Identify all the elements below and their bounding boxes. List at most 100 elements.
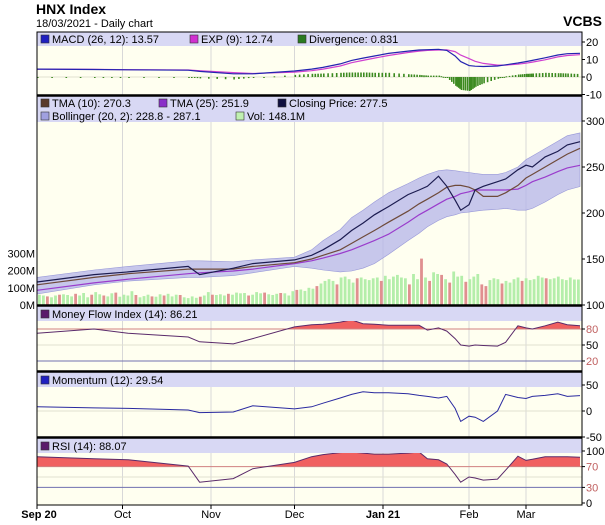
divergence-bar [191, 77, 193, 78]
volume-bar [227, 293, 230, 305]
divergence-bar [343, 72, 345, 77]
volume-bar [496, 279, 500, 305]
divergence-bar [438, 75, 441, 77]
volume-bar [166, 293, 170, 305]
divergence-bar [311, 73, 314, 77]
volume-bar [50, 297, 53, 305]
volume-bar [311, 288, 315, 305]
divergence-bar [526, 73, 528, 77]
volume-bar [94, 292, 98, 305]
volume-bar [420, 258, 423, 305]
divergence-bar [508, 75, 511, 77]
momentum-swatch [40, 375, 50, 385]
divergence-bar [416, 74, 418, 77]
chart-marks [36, 48, 582, 488]
divergence-bar [143, 77, 145, 78]
volume-bar [154, 296, 158, 305]
volume-bar [271, 295, 275, 305]
divergence-bar [490, 77, 492, 81]
divergence-bar [545, 72, 547, 77]
divergence-bar [410, 74, 413, 77]
divergence-bar [374, 72, 376, 77]
volume-bar [343, 276, 347, 305]
mfi-y-tick-label: 20 [586, 356, 598, 368]
divergence-bar [371, 72, 374, 77]
rsi-swatch [40, 441, 50, 451]
x-tick-label: Dec [285, 509, 305, 521]
divergence-bar [532, 73, 534, 77]
price-y-tick-label: 100 [586, 300, 604, 312]
volume-bar [552, 278, 556, 305]
volume-bar [202, 295, 206, 305]
volume-bar [359, 277, 363, 305]
divergence-bar [357, 72, 359, 77]
divergence-bar [435, 75, 438, 77]
volume-bar [198, 296, 202, 305]
divergence-bar [481, 77, 483, 85]
macd-legend-label: MACD (26, 12): 13.57 [52, 34, 159, 46]
divergence-bar [460, 77, 463, 90]
rsi-y-tick-label: 30 [586, 482, 598, 494]
price-y-tick-label: 300 [586, 116, 604, 128]
volume-bar [251, 294, 254, 305]
volume-bar [110, 293, 114, 305]
volume-bar [206, 292, 210, 305]
volume-bar [275, 293, 279, 305]
mfi-legend-band [37, 306, 582, 321]
volume-bar [243, 293, 246, 305]
closing-price-line [36, 141, 581, 283]
divergence-bar [527, 73, 530, 77]
divergence-bar [472, 77, 474, 89]
momentum-y-tick-label: 0 [586, 406, 592, 418]
divergence-bar [188, 77, 190, 78]
volume-bar [468, 279, 472, 305]
volume-bar [231, 294, 234, 305]
tma25-line [36, 164, 581, 291]
divergence-bar [459, 77, 461, 89]
volume-bar [440, 274, 443, 305]
volume-bar [396, 274, 399, 305]
volume-bar [90, 294, 94, 305]
volume-bar [74, 293, 77, 305]
x-tick-label: Oct [114, 509, 131, 521]
divergence-bar [173, 77, 175, 78]
divergence-bar [273, 76, 276, 78]
divergence-bar [403, 73, 405, 77]
volume-bar [404, 278, 407, 305]
volume-bar [355, 278, 359, 305]
mfi-legend: Money Flow Index (14): 86.21 [40, 309, 198, 321]
volume-bar [544, 278, 548, 305]
volume-bar [560, 279, 564, 305]
volume-bar [291, 291, 295, 305]
macd-y-tick-label: -10 [586, 90, 602, 102]
exp-line [36, 49, 581, 75]
volume-bar [573, 279, 576, 305]
volume-bar [400, 277, 403, 305]
volume-bar [102, 295, 106, 305]
divergence-bar [79, 77, 82, 78]
divergence-bar [345, 72, 348, 77]
volume-bar [287, 295, 291, 305]
volume-bar [480, 284, 484, 305]
volume-bar [548, 279, 552, 305]
volume-bar [540, 277, 544, 305]
divergence-bar [530, 73, 533, 77]
price-y-tick-label: 150 [586, 254, 604, 266]
divergence-bar [323, 73, 325, 77]
divergence-bar [111, 77, 113, 78]
volume-bar [194, 297, 198, 305]
chart-subtitle: 18/03/2021 - Daily chart [36, 18, 153, 30]
divergence-bar [446, 77, 449, 78]
rsi-legend-label: RSI (14): 88.07 [52, 441, 127, 453]
volume-bar [476, 274, 480, 305]
divergence-bar [557, 73, 560, 77]
divergence-bar [475, 77, 477, 87]
volume-bar [371, 278, 375, 305]
volume-bar [106, 296, 110, 305]
volume-bar [142, 296, 146, 305]
divergence-bar [348, 72, 351, 77]
divergence-bar [421, 75, 423, 77]
divergence-bar [224, 77, 227, 80]
x-tick-label: Sep 20 [21, 509, 56, 521]
divergence-bar [314, 73, 317, 77]
